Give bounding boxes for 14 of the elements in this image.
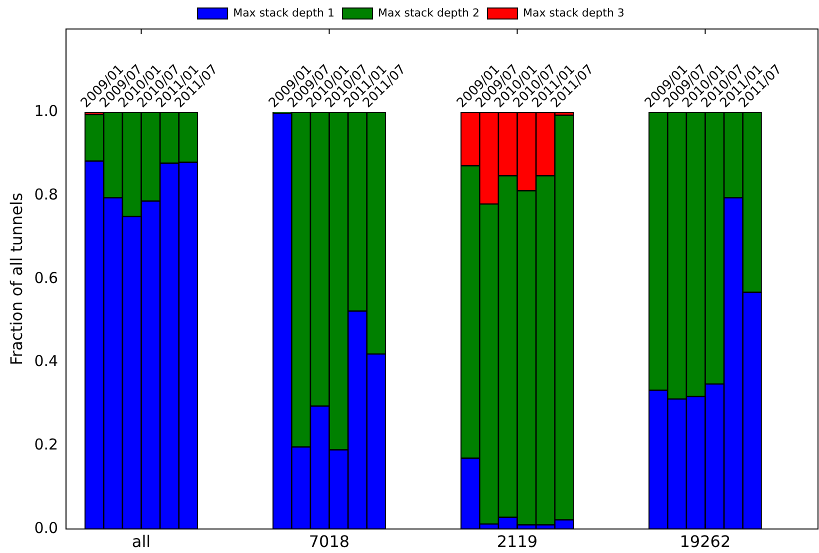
text: all — [132, 532, 151, 552]
y-tick-label: 0.4 — [34, 352, 58, 370]
legend-label: Max stack depth 1 — [233, 6, 335, 20]
text: 7018 — [308, 532, 350, 552]
y-tick-label: 0.2 — [34, 436, 58, 454]
legend-label: Max stack depth 3 — [522, 6, 624, 20]
text: 2119 — [496, 532, 538, 552]
legend-label: Max stack depth 2 — [378, 6, 480, 20]
y-axis-title: Fraction of all tunnels — [6, 192, 26, 366]
y-tick-label: 0.8 — [34, 186, 58, 204]
y-tick-label: 1.0 — [34, 102, 58, 120]
y-tick-label: 0.0 — [34, 518, 58, 537]
y-tick-label: 0.6 — [34, 268, 58, 287]
text: 19262 — [680, 532, 731, 552]
